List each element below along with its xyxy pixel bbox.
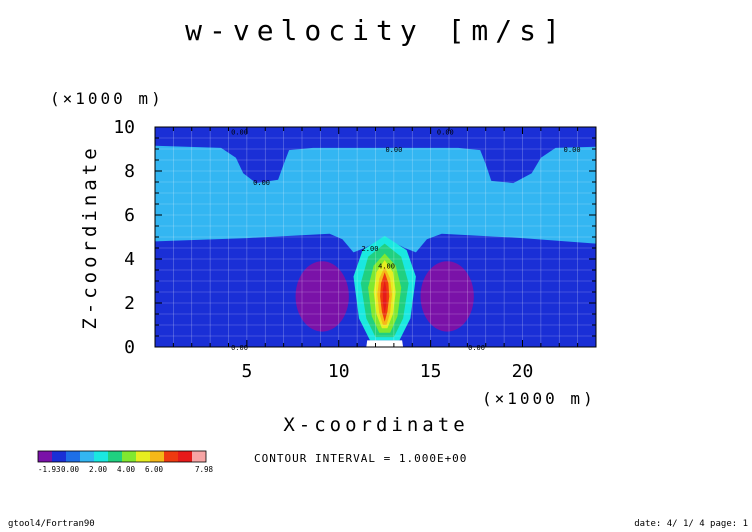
colorbar-swatch bbox=[80, 451, 94, 462]
contour-label: 0.00 bbox=[564, 146, 581, 154]
x-axis-label: X-coordinate bbox=[283, 414, 468, 436]
y-tick-label: 6 bbox=[124, 205, 135, 226]
y-tick-label: 8 bbox=[124, 161, 135, 182]
colorbar-swatch bbox=[94, 451, 108, 462]
downdraft-patch-1 bbox=[420, 261, 474, 332]
y-axis-label: Z-coordinate bbox=[79, 144, 101, 329]
colorbar: -1.93 0.00 2.00 4.00 6.00 7.98 bbox=[37, 450, 214, 474]
updraft-band-7 bbox=[366, 340, 404, 347]
colorbar-swatch bbox=[122, 451, 136, 462]
colorbar-swatch bbox=[66, 451, 80, 462]
updraft-band-6 bbox=[382, 279, 387, 314]
footer-right: date: 4/ 1/ 4 page: 1 bbox=[634, 519, 748, 529]
colorbar-tick-label: 7.98 bbox=[195, 465, 214, 474]
contour-label: 2.00 bbox=[362, 245, 379, 253]
colorbar-tick-label: 6.00 bbox=[145, 465, 164, 474]
y-axis-unit: (×1000 m) bbox=[50, 89, 164, 108]
colorbar-swatch bbox=[150, 451, 164, 462]
axes: 5 10 15 20 0 2 4 6 8 10 bbox=[113, 117, 596, 382]
colorbar-swatch bbox=[38, 451, 52, 462]
x-tick-label: 10 bbox=[328, 361, 350, 382]
x-tick-label: 15 bbox=[420, 361, 442, 382]
y-tick-label: 2 bbox=[124, 293, 135, 314]
contour-label: 0.00 bbox=[468, 344, 485, 352]
contour-label: 0.00 bbox=[231, 128, 248, 136]
x-axis-unit: (×1000 m) bbox=[482, 389, 596, 408]
colorbar-swatch bbox=[136, 451, 150, 462]
colorbar-tick-label: 2.00 bbox=[89, 465, 108, 474]
colorbar-swatch bbox=[164, 451, 178, 462]
colorbar-tick-label: 4.00 bbox=[117, 465, 136, 474]
contour-label: 0.00 bbox=[385, 146, 402, 154]
contour-label: 0.00 bbox=[253, 179, 270, 187]
colorbar-swatch bbox=[52, 451, 66, 462]
y-tick-label: 4 bbox=[124, 249, 135, 270]
x-tick-label: 5 bbox=[241, 361, 252, 382]
downdraft-patch-0 bbox=[295, 261, 349, 332]
colorbar-swatch bbox=[192, 451, 206, 462]
contour-label: 0.00 bbox=[437, 128, 454, 136]
contour-band-0-1 bbox=[155, 145, 596, 253]
grid-lines bbox=[155, 127, 596, 347]
y-tick-label: 10 bbox=[113, 117, 135, 138]
plot-area bbox=[155, 127, 596, 347]
colorbar-swatch bbox=[108, 451, 122, 462]
chart-title: w-velocity [m/s] bbox=[185, 14, 567, 47]
colorbar-tick-label: -1.93 bbox=[38, 465, 61, 474]
contour-label: 0.00 bbox=[231, 344, 248, 352]
y-tick-label: 0 bbox=[124, 337, 135, 358]
colorbar-frame bbox=[37, 450, 207, 463]
contour-label: 4.00 bbox=[378, 263, 395, 271]
contour-interval: CONTOUR INTERVAL = 1.000E+00 bbox=[254, 452, 467, 465]
contour-labels: 0.00 0.00 0.00 0.00 0.00 2.00 4.00 0.00 0.00 bbox=[231, 128, 580, 352]
colorbar-swatch bbox=[178, 451, 192, 462]
footer-left: gtool4/Fortran90 bbox=[8, 519, 95, 529]
x-tick-label: 20 bbox=[512, 361, 534, 382]
colorbar-tick-label: 0.00 bbox=[61, 465, 80, 474]
